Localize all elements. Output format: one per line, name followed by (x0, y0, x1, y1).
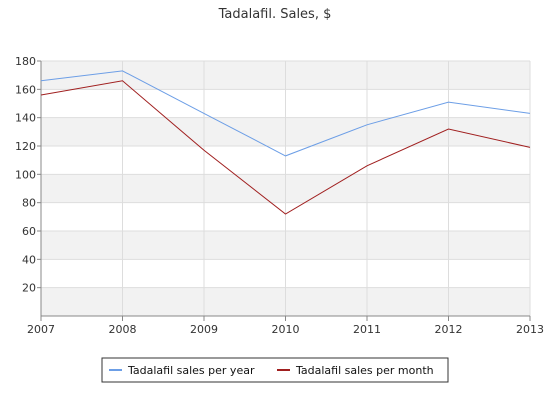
x-tick-label: 2010 (272, 323, 300, 336)
y-tick-label: 120 (15, 140, 36, 153)
chart-title: Tadalafil. Sales, $ (218, 7, 332, 22)
series-line-2 (40, 80, 531, 215)
y-tick-label: 80 (22, 197, 36, 210)
x-tick-label: 2008 (109, 323, 137, 336)
x-tick-label: 2007 (27, 323, 55, 336)
y-tick-label: 100 (15, 168, 36, 181)
y-tick-label: 180 (15, 55, 36, 68)
gridlines (41, 60, 531, 316)
legend-box (101, 357, 449, 383)
y-axis-ticks: 20 40 60 80 100 120 140 160 180 (15, 55, 41, 295)
x-axis-ticks: 2007 2008 2009 2010 2011 2012 2013 (27, 316, 544, 336)
series-lines (40, 70, 531, 215)
y-tick-label: 40 (22, 253, 36, 266)
y-tick-label: 20 (22, 282, 36, 295)
y-tick-label: 140 (15, 112, 36, 125)
x-tick-label: 2013 (516, 323, 544, 336)
y-tick-label: 160 (15, 83, 36, 96)
legend: Tadalafil sales per year Tadalafil sales… (101, 357, 449, 383)
y-tick-label: 60 (22, 225, 36, 238)
x-tick-label: 2011 (353, 323, 381, 336)
legend-label-series-1: Tadalafil sales per year (127, 364, 255, 377)
x-tick-label: 2012 (435, 323, 463, 336)
legend-label-series-2: Tadalafil sales per month (295, 364, 434, 377)
series-line-1 (40, 70, 531, 157)
x-tick-label: 2009 (190, 323, 218, 336)
